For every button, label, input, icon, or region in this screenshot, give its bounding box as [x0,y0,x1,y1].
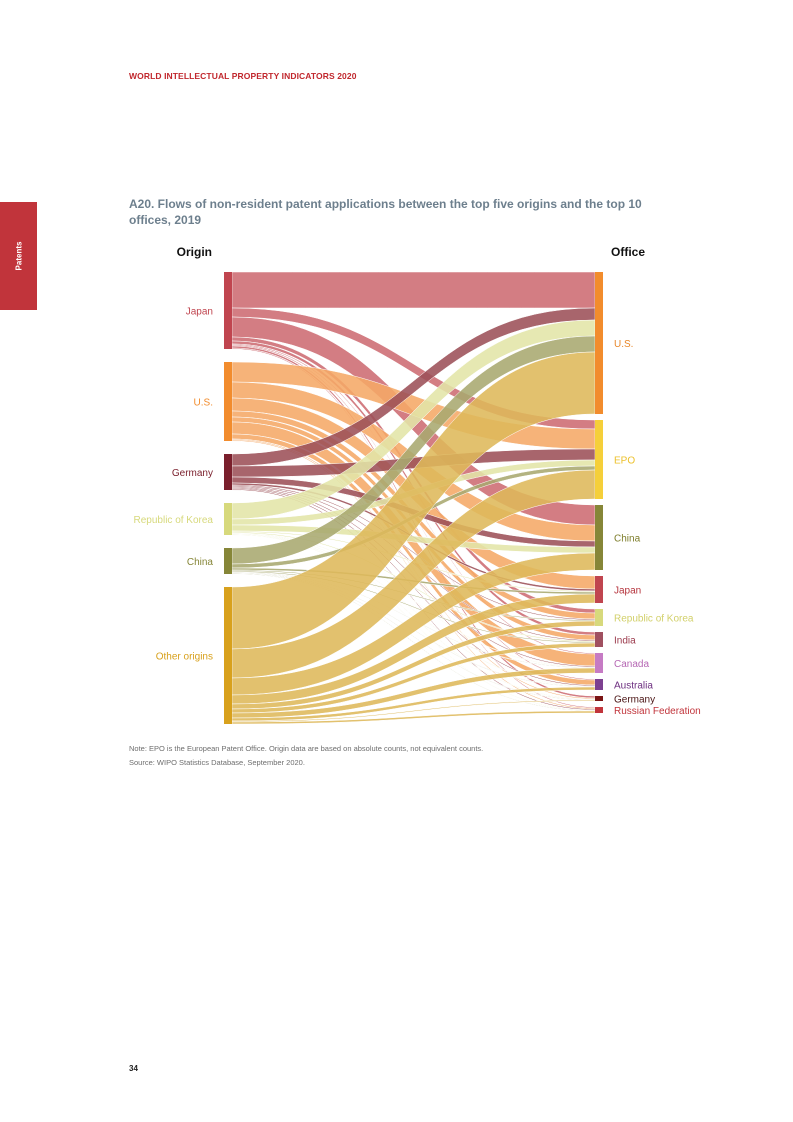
figure-title: A20. Flows of non-resident patent applic… [129,197,642,227]
office-label-republic-of-korea: Republic of Korea [614,614,694,625]
office-label-australia: Australia [614,681,653,692]
running-header: WORLD INTELLECTUAL PROPERTY INDICATORS 2… [129,71,357,81]
office-node-epo [595,420,603,499]
office-node-japan [595,576,603,603]
origin-node-germany [224,454,232,490]
figure-source: Source: WIPO Statistics Database, Septem… [129,758,305,767]
origin-label-germany: Germany [172,468,213,479]
office-label-germany: Germany [614,695,655,706]
page-number: 34 [129,1064,138,1073]
origin-node-japan [224,272,232,349]
office-node-india [595,632,603,647]
office-node-canada [595,653,603,673]
origin-label-japan: Japan [186,307,213,318]
office-label-china: China [614,534,641,545]
flows-group [231,271,596,725]
office-label-epo: EPO [614,456,635,467]
office-label-u-s: U.S. [614,339,633,350]
sankey-chart: Origin Office Japan U.S. Germany Republic of … [134,245,701,725]
origin-node-u-s [224,362,232,441]
office-heading: Office [611,245,645,259]
origin-label-republic-of-korea: Republic of Korea [134,515,214,526]
office-node-germany [595,696,603,701]
office-node-russian-federation [595,707,603,713]
origin-label-other-origins: Other origins [156,652,213,663]
office-label-japan: Japan [614,586,641,597]
flow-japan-to-u-s [231,271,596,309]
origin-label-u-s: U.S. [194,398,213,409]
origin-node-republic-of-korea [224,503,232,535]
office-label-russian-federation: Russian Federation [614,706,701,717]
office-label-india: India [614,636,636,647]
office-label-canada: Canada [614,659,649,670]
section-side-tab[interactable]: Patents [0,202,37,310]
office-node-australia [595,679,603,690]
origin-node-china [224,548,232,574]
figure-note: Note: EPO is the European Patent Office.… [129,744,484,753]
origin-label-china: China [187,557,214,568]
origin-heading: Origin [177,245,212,259]
office-node-republic-of-korea [595,609,603,626]
origin-node-other-origins [224,587,232,724]
office-node-u-s [595,272,603,414]
office-node-china [595,505,603,570]
